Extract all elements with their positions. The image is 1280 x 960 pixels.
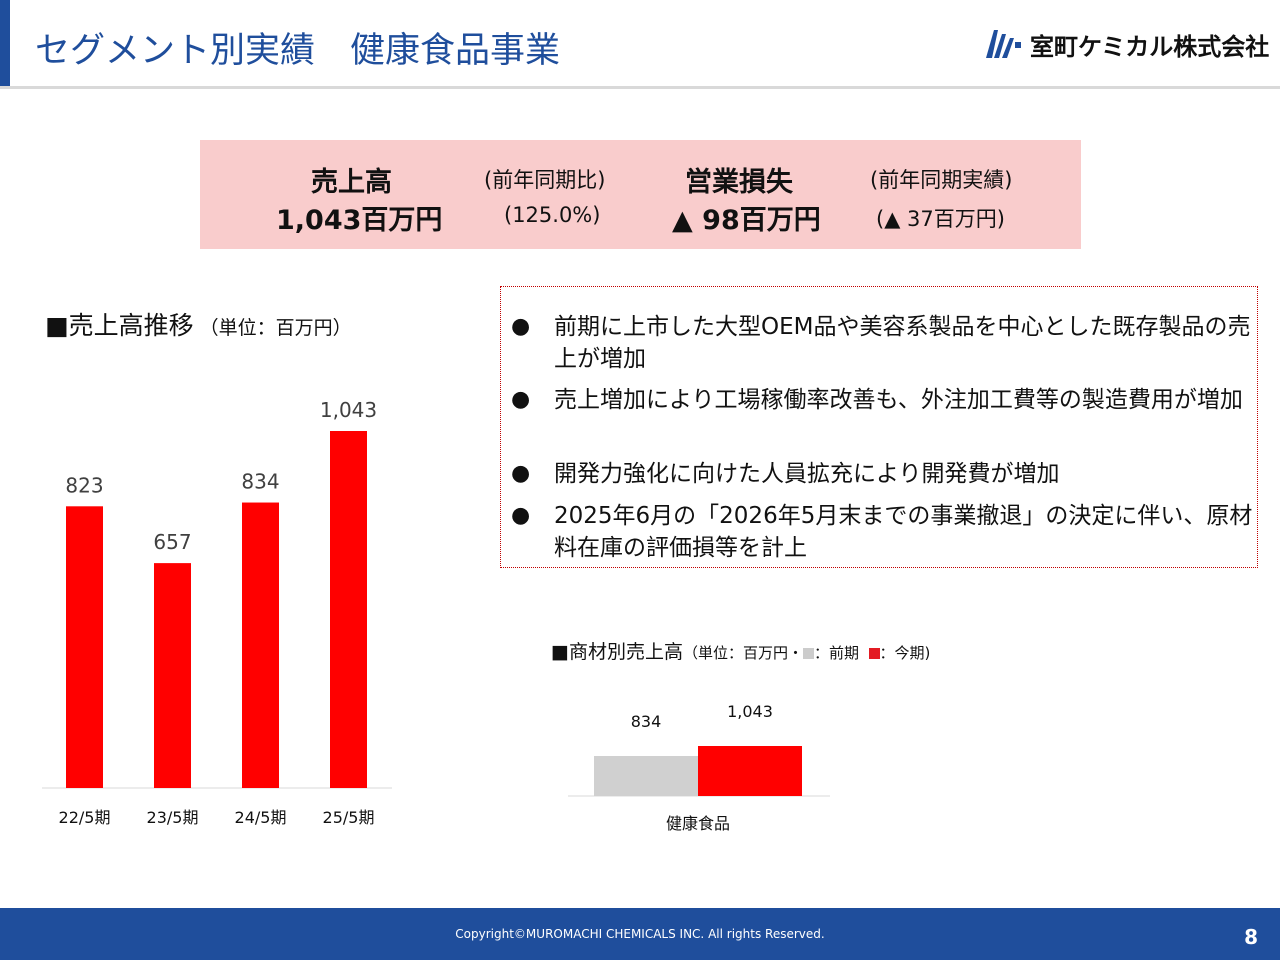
x-tick-label: 22/5期 [59, 808, 111, 827]
note-text: 売上増加により工場稼働率改善も、外注加工費等の製造費用が増加 [554, 387, 1243, 413]
sales-label: 売上高 [311, 167, 392, 198]
product-sales-title: ■商材別売上高（単位：百万円・ ：前期 ：今期) [551, 637, 930, 664]
bullet-icon: ● [511, 461, 531, 486]
header-accent-bar [0, 0, 10, 86]
prev-result-label: (前年同期実績) [870, 168, 1013, 192]
sales-trend-unit: （単位：百万円） [199, 317, 352, 339]
company-logo: 室町ケミカル株式会社 [984, 24, 1269, 64]
sales-trend-heading: ■売上高推移 [45, 311, 194, 340]
company-name: 室町ケミカル株式会社 [1030, 32, 1270, 61]
sales-value: 1,043百万円 [276, 205, 443, 236]
bar [154, 563, 191, 788]
data-label: 823 [65, 473, 103, 497]
data-label: 657 [153, 530, 191, 554]
product-sales-heading: ■商材別売上高 [551, 641, 683, 663]
copyright-text: Copyright©MUROMACHI CHEMICALS INC. All r… [455, 927, 825, 941]
bar [698, 746, 802, 796]
footer-bar [0, 908, 1280, 960]
summary-box: 売上高 1,043百万円 (前年同期比) (125.0%) 営業損失 ▲ 98百… [200, 140, 1081, 249]
x-tick-label: 健康食品 [666, 814, 730, 833]
x-tick-label: 25/5期 [323, 808, 375, 827]
bar [242, 502, 279, 788]
header-divider [0, 86, 1280, 89]
x-tick-label: 23/5期 [147, 808, 199, 827]
bar [66, 506, 103, 788]
prev-result-value: (▲ 37百万円) [876, 207, 1005, 231]
product-sales-chart: 834 1,043 健康食品 [568, 702, 830, 833]
note-text: 2025年6月の「2026年5月末までの事業撤退」の決定に伴い、原材料在庫の評価… [554, 503, 1253, 561]
yoy-value: (125.0%) [504, 203, 601, 227]
legend-current-swatch [868, 648, 880, 659]
bar [594, 756, 698, 796]
bullet-icon: ● [511, 503, 531, 528]
operating-loss-label: 営業損失 [685, 167, 793, 198]
data-label: 834 [241, 470, 279, 494]
company-logo-icon [986, 30, 1021, 58]
product-sales-unit: （単位：百万円・ [682, 644, 803, 662]
yoy-label: (前年同期比) [484, 168, 606, 192]
page-title: セグメント別実績 健康食品事業 [35, 31, 561, 71]
x-tick-label: 24/5期 [235, 808, 287, 827]
note-text: 開発力強化に向けた人員拡充により開発費が増加 [554, 461, 1060, 487]
notes-box: ● 前期に上市した大型OEM品や美容系製品を中心とした既存製品の売上が増加 ● … [500, 286, 1258, 568]
bullet-icon: ● [511, 387, 531, 412]
data-label: 1,043 [320, 398, 377, 422]
page-number: 8 [1244, 925, 1258, 949]
legend-previous-swatch [802, 648, 814, 659]
legend-current-label: ：今期) [879, 644, 931, 662]
data-label: 834 [631, 712, 662, 731]
note-text: 前期に上市した大型OEM品や美容系製品を中心とした既存製品の売上が増加 [554, 314, 1251, 372]
sales-trend-chart: 823 22/5期 657 23/5期 834 24/5期 1,043 25/5期 [42, 398, 392, 827]
data-label: 1,043 [727, 702, 773, 721]
legend-previous-label: ：前期 [813, 644, 859, 662]
bar [330, 431, 367, 788]
bullet-icon: ● [511, 314, 531, 339]
sales-trend-title: ■売上高推移 （単位：百万円） [45, 306, 352, 342]
operating-loss-value: ▲ 98百万円 [672, 205, 821, 236]
